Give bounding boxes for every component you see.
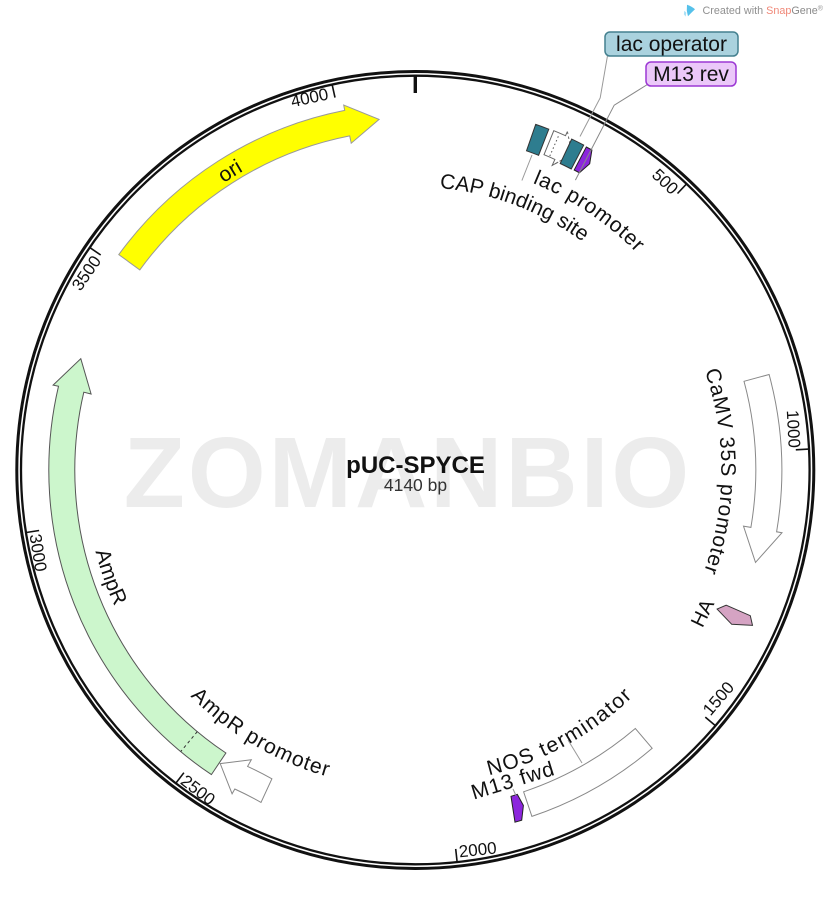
svg-text:2000: 2000 — [458, 838, 498, 861]
svg-text:ZOMANBIO: ZOMANBIO — [124, 417, 692, 529]
svg-text:lac operator: lac operator — [616, 33, 727, 56]
svg-text:4140 bp: 4140 bp — [384, 475, 447, 495]
svg-text:M13 rev: M13 rev — [653, 63, 729, 86]
svg-text:1000: 1000 — [783, 410, 804, 449]
svg-text:pUC-SPYCE: pUC-SPYCE — [346, 452, 485, 479]
svg-text:Created with SnapGene®: Created with SnapGene® — [703, 4, 824, 16]
